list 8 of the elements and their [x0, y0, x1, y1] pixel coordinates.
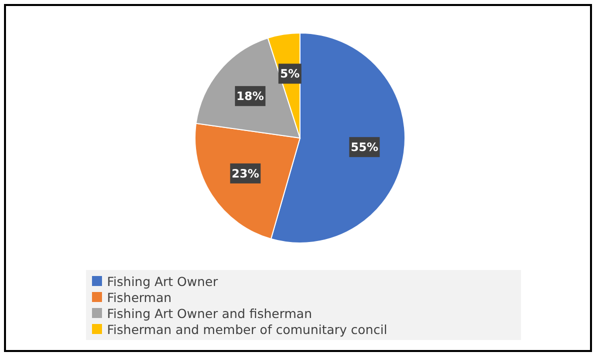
- legend-label: Fisherman: [107, 290, 172, 304]
- data-label: 5%: [280, 66, 300, 81]
- data-label: 18%: [236, 89, 264, 104]
- legend-label: Fisherman and member of comunitary concil: [107, 322, 388, 336]
- data-label: 23%: [232, 166, 260, 180]
- legend-label: Fishing Art Owner: [107, 274, 218, 288]
- data-label: 55%: [350, 140, 379, 154]
- legend-label: Fishing Art Owner and fisherman: [107, 306, 312, 320]
